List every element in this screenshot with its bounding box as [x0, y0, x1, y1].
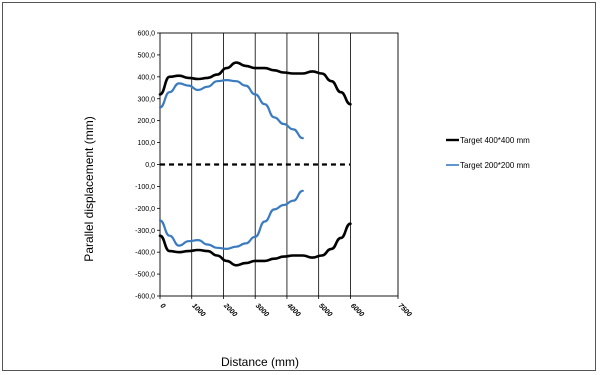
y-tick-label: 500,0 [137, 52, 155, 59]
x-tick-labels: 0 1000 2000 3000 4000 5000 6000 7500 [159, 302, 413, 319]
legend: Target 400*400 mm Target 200*200 mm [446, 136, 530, 170]
series-lines [158, 61, 352, 267]
series-line [158, 189, 304, 250]
x-tick-label: 2000 [221, 302, 238, 319]
y-tick-label: 300,0 [137, 96, 155, 103]
x-axis-title: Distance (mm) [221, 355, 299, 369]
y-tick-label: 200,0 [137, 118, 155, 125]
y-tick-label: -300,0 [135, 228, 155, 235]
x-tick-label: 5000 [317, 302, 333, 318]
series-line [158, 222, 352, 267]
y-tick-label: 0,0 [145, 162, 155, 169]
legend-label: Target 400*400 mm [460, 136, 530, 145]
y-tick-labels: 600,0 500,0 400,0 300,0 200,0 100,0 0,0 -100,0 -… [135, 31, 155, 301]
y-tick-label: -100,0 [135, 184, 155, 191]
y-tick-label: -400,0 [135, 250, 155, 257]
x-tick-label: 6000 [349, 302, 365, 318]
y-tick-label: -200,0 [135, 206, 155, 213]
series-line [158, 61, 352, 106]
y-tick-label: -600,0 [135, 294, 155, 301]
x-tick-label: 7500 [397, 302, 413, 318]
y-tick-label: 400,0 [137, 74, 155, 81]
legend-label: Target 200*200 mm [460, 161, 530, 170]
y-tick-label: -500,0 [135, 272, 155, 279]
x-tick-label: 3000 [254, 302, 270, 318]
x-tick-label: 1000 [190, 302, 206, 318]
series-line [158, 79, 304, 140]
y-tick-label: 600,0 [137, 31, 155, 38]
y-tick-label: 100,0 [137, 140, 155, 147]
x-tick-label: 0 [159, 302, 167, 310]
x-tick-label: 4000 [285, 302, 302, 319]
chart-frame [2, 2, 596, 371]
y-axis-title: Parallel displacement (mm) [82, 116, 96, 261]
